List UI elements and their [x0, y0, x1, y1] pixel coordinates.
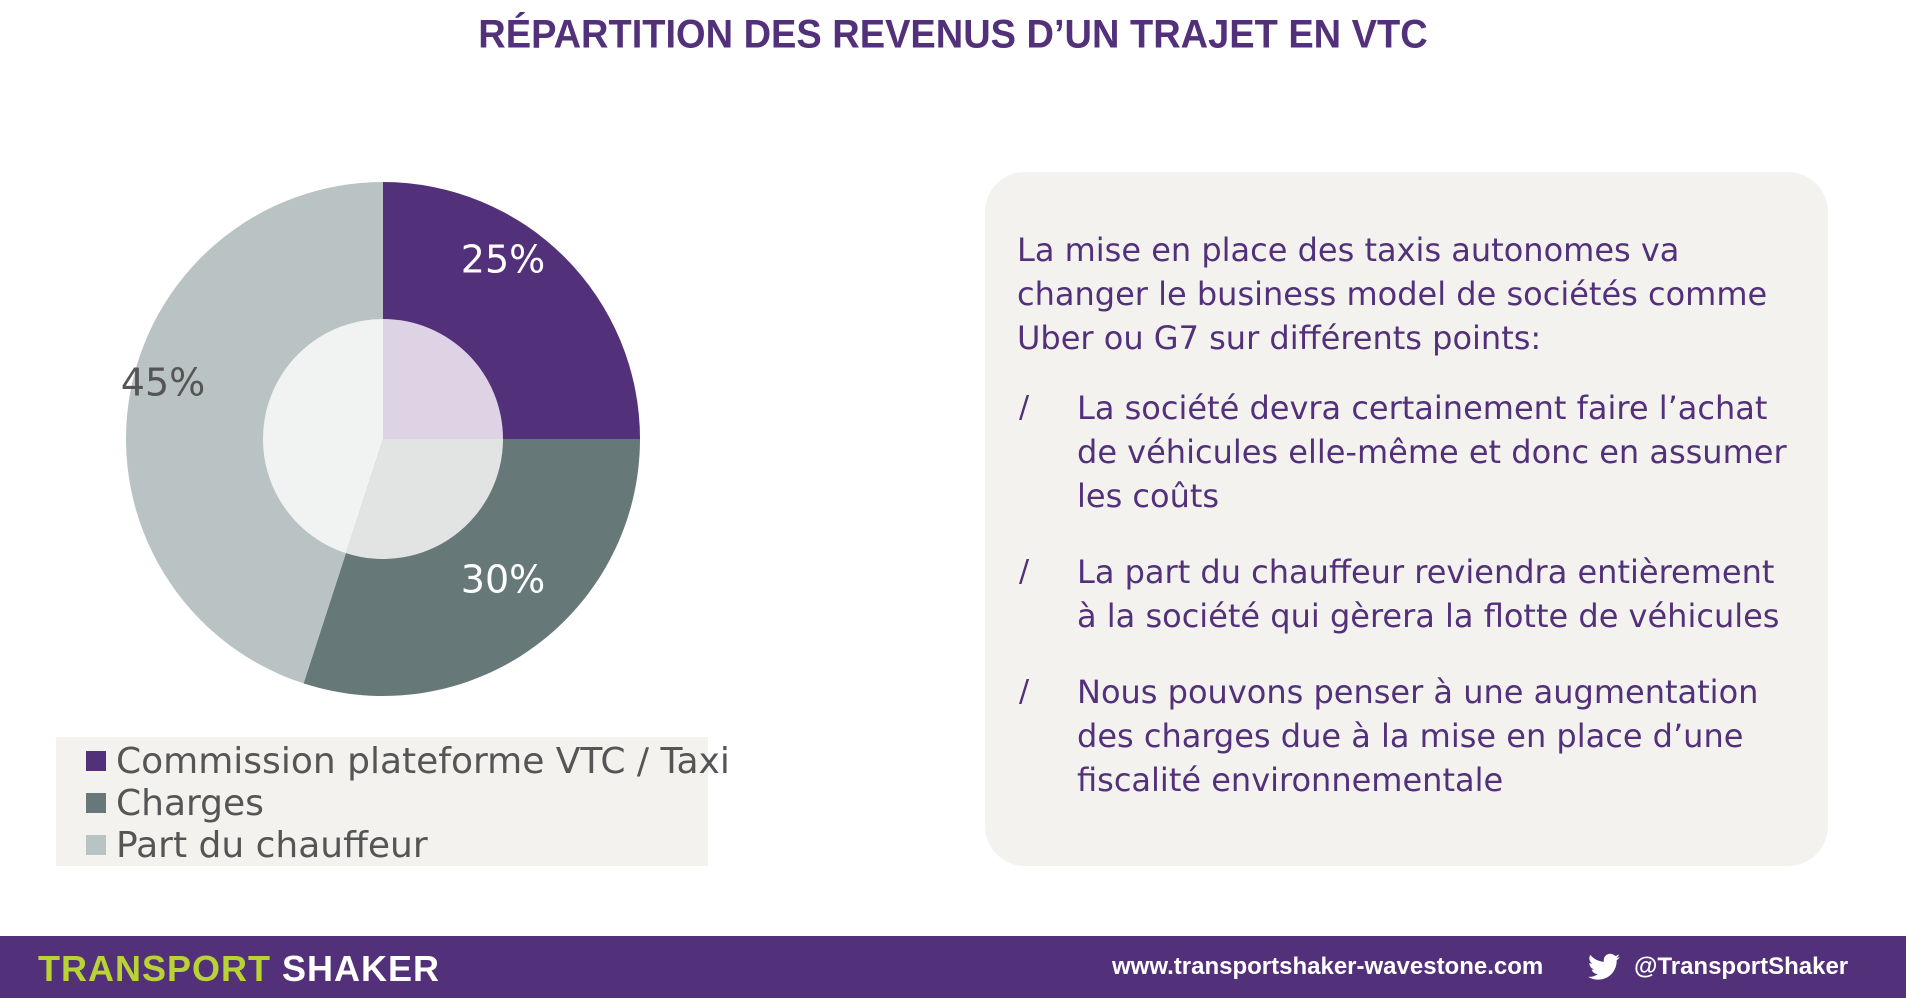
data-label-chauffeur: 45% [121, 361, 205, 405]
legend-label-commission: Commission plateforme VTC / Taxi [116, 740, 730, 782]
data-label-commission: 25% [461, 238, 545, 282]
bullet-text: Nous pouvons penser à une augmentation d… [1077, 673, 1759, 799]
data-label-charges: 30% [461, 558, 545, 602]
info-panel: La mise en place des taxis autonomes va … [985, 172, 1828, 866]
brand-logo-part2: SHAKER [271, 948, 441, 989]
panel-intro: La mise en place des taxis autonomes va … [1017, 231, 1768, 357]
legend-label-chauffeur: Part du chauffeur [116, 824, 428, 866]
bullet-text: La part du chauffeur reviendra entièreme… [1077, 553, 1780, 635]
legend-swatch-charges [86, 793, 106, 813]
pie-slice-inner-chauffeur [263, 319, 383, 554]
pie-slice-inner-charges [345, 439, 504, 559]
chart-legend: Commission plateforme VTC / Taxi Charges… [56, 737, 730, 866]
twitter-handle[interactable]: @TransportShaker [1634, 953, 1849, 980]
bullet-text: La société devra certainement faire l’ac… [1077, 389, 1787, 515]
bullet-item: / La société devra certainement faire l’… [1017, 386, 1798, 518]
pie-chart: 25% 30% 45% [121, 182, 640, 696]
legend-item-commission: Commission plateforme VTC / Taxi [56, 740, 730, 782]
pie-slice-chauffeur [126, 182, 384, 684]
legend-item-charges: Charges [56, 782, 708, 824]
bullet-item: / Nous pouvons penser à une augmentation… [1017, 670, 1798, 802]
pie-slice-inner-commission [383, 319, 503, 439]
footer-bar: TRANSPORT SHAKER www.transportshaker-wav… [0, 936, 1906, 998]
legend-item-chauffeur: Part du chauffeur [56, 824, 708, 866]
brand-logo: TRANSPORT SHAKER [38, 948, 440, 990]
page-title: RÉPARTITION DES REVENUS D’UN TRAJET EN V… [478, 12, 1428, 58]
legend-swatch-commission [86, 751, 106, 771]
legend-label-charges: Charges [116, 782, 264, 824]
bullet-mark: / [1019, 554, 1030, 589]
twitter-bird-icon[interactable] [1588, 953, 1620, 981]
legend-swatch-chauffeur [86, 835, 106, 855]
bullet-mark: / [1019, 674, 1030, 709]
website-link[interactable]: www.transportshaker-wavestone.com [1112, 953, 1544, 980]
brand-logo-part1: TRANSPORT [38, 948, 271, 989]
bullet-mark: / [1019, 390, 1030, 425]
bullet-item: / La part du chauffeur reviendra entière… [1017, 550, 1798, 638]
